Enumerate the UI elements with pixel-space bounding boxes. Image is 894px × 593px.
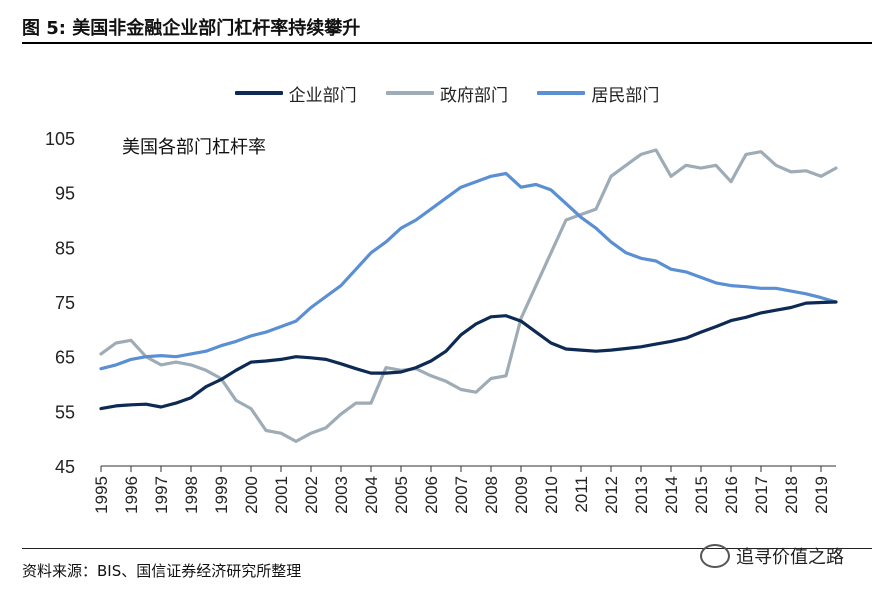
legend-label-government: 政府部门 <box>440 85 508 106</box>
x-tick-label: 1995 <box>92 476 111 514</box>
x-tick-label: 2003 <box>332 476 351 514</box>
legend-item-corporate: 企业部门 <box>234 81 357 106</box>
chart-legend: 企业部门 政府部门 居民部门 <box>0 80 894 106</box>
x-tick-label: 2014 <box>662 476 681 514</box>
x-tick-label: 2018 <box>782 476 801 514</box>
watermark-text: 追寻价值之路 <box>736 547 844 568</box>
y-tick-label: 45 <box>55 457 75 477</box>
x-tick-label: 2012 <box>602 476 621 514</box>
title-rule <box>22 42 872 44</box>
x-tick-label: 2010 <box>542 476 561 514</box>
x-tick-label: 2015 <box>692 476 711 514</box>
series-line-household <box>99 171 838 371</box>
x-tick-label: 2005 <box>392 476 411 514</box>
x-tick-label: 2017 <box>752 476 771 514</box>
figure-title: 图 5: 美国非金融企业部门杠杆率持续攀升 <box>22 18 361 39</box>
chart-annotation: 美国各部门杠杆率 <box>122 137 266 158</box>
y-tick-label: 75 <box>55 293 75 313</box>
x-tick-label: 2009 <box>512 476 531 514</box>
x-tick-label: 2004 <box>362 476 381 514</box>
y-tick-label: 105 <box>45 129 75 149</box>
x-tick-label: 1997 <box>152 476 171 514</box>
legend-item-government: 政府部门 <box>386 81 508 106</box>
x-tick-label: 2008 <box>482 476 501 514</box>
y-tick-label: 65 <box>55 348 75 368</box>
series-line-government <box>99 148 838 443</box>
y-tick-label: 55 <box>55 402 75 422</box>
legend-label-corporate: 企业部门 <box>288 85 357 106</box>
watermark: 追寻价值之路 <box>700 543 844 569</box>
x-tick-label: 2001 <box>272 476 291 514</box>
x-tick-label: 2016 <box>722 476 741 514</box>
x-tick-label: 2002 <box>302 476 321 514</box>
x-tick-label: 1996 <box>122 476 141 514</box>
legend-label-household: 居民部门 <box>591 85 660 106</box>
y-tick-label: 95 <box>55 184 75 204</box>
legend-item-household: 居民部门 <box>537 81 659 106</box>
source-note: 资料来源：BIS、国信证券经济研究所整理 <box>22 562 302 580</box>
legend-swatch-government <box>386 91 434 95</box>
wechat-icon <box>700 544 730 568</box>
series-line-corporate <box>99 300 838 411</box>
x-tick-label: 2006 <box>422 476 441 514</box>
x-tick-label: 2000 <box>242 476 261 514</box>
legend-swatch-corporate <box>234 91 283 95</box>
x-tick-label: 2011 <box>572 476 591 513</box>
x-tick-label: 2019 <box>812 476 831 514</box>
x-tick-label: 2013 <box>632 476 651 514</box>
x-tick-label: 2007 <box>452 476 471 514</box>
legend-swatch-household <box>537 91 586 95</box>
x-tick-label: 1998 <box>182 476 201 514</box>
y-tick-label: 85 <box>55 238 75 258</box>
x-tick-label: 1999 <box>212 476 231 514</box>
source-rule <box>22 548 872 549</box>
